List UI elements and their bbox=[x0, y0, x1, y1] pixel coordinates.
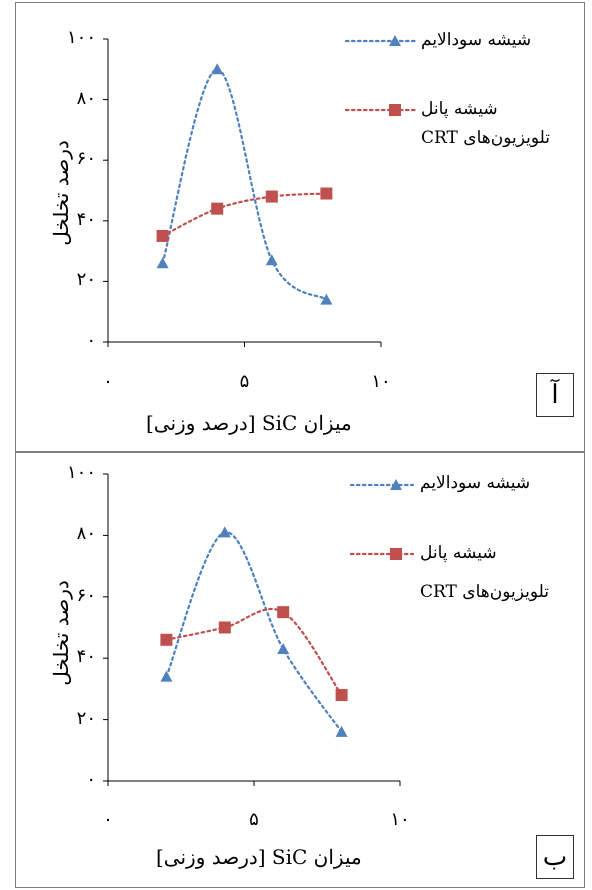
x-axis-label: میزان SiC [درصد وزنی] bbox=[156, 845, 362, 869]
series-line-2 bbox=[165, 607, 343, 697]
y-tick-label: ۰ bbox=[86, 330, 96, 351]
series-line-2 bbox=[161, 192, 328, 238]
data-point-1 bbox=[211, 63, 224, 75]
panel-label: ب bbox=[536, 835, 574, 879]
data-point-2 bbox=[160, 633, 173, 646]
data-point-2 bbox=[265, 190, 278, 203]
y-tick-label: ۱۰۰ bbox=[66, 27, 96, 48]
x-tick-label: ۵ bbox=[239, 371, 250, 392]
legend-marker-1 bbox=[390, 479, 402, 490]
y-tick-label: ۲۰ bbox=[76, 269, 96, 291]
chart-panel-b: ۰ ۲۰ ۴۰ ۶۰ ۸۰ ۱۰۰ ۰ ۵ ۱۰ میزان SiC [درصد وزنی] درص… bbox=[15, 452, 585, 888]
legend-text-1: شیشه سودالایم bbox=[421, 30, 532, 50]
chart-svg bbox=[103, 35, 418, 347]
y-tick-label: ۸۰ bbox=[76, 523, 96, 545]
legend-marker-1 bbox=[389, 35, 401, 46]
data-point-2 bbox=[335, 689, 348, 702]
data-point-1 bbox=[160, 670, 173, 682]
legend-text-3: تلویزیون‌های CRT bbox=[420, 582, 549, 602]
x-tick-label: ۰ bbox=[103, 371, 113, 392]
y-tick-label: ۲۰ bbox=[76, 707, 96, 729]
data-point-2 bbox=[277, 606, 290, 619]
legend-text-1: شیشه سودالایم bbox=[420, 473, 531, 493]
x-tick-label: ۰ bbox=[103, 809, 113, 830]
y-axis-label: درصد تخلخل bbox=[49, 140, 73, 246]
legend-marker-2 bbox=[390, 548, 402, 560]
y-axis-label: درصد تخلخل bbox=[49, 580, 73, 686]
data-point-2 bbox=[320, 187, 333, 200]
data-point-1 bbox=[277, 642, 290, 654]
data-point-1 bbox=[265, 254, 278, 266]
x-axis-label: میزان SiC [درصد وزنی] bbox=[146, 411, 352, 435]
legend-text-3: تلویزیون‌های CRT bbox=[421, 128, 550, 148]
chart-panel-a: ۰ ۲۰ ۴۰ ۶۰ ۸۰ ۱۰۰ ۰ ۵ ۱۰ میزان SiC [درصد وزنی] درص… bbox=[15, 2, 585, 452]
data-point-1 bbox=[156, 257, 169, 269]
legend-marker-2 bbox=[389, 104, 401, 116]
series-line-1 bbox=[161, 68, 328, 301]
y-tick-label: ۰ bbox=[86, 769, 96, 790]
data-point-2 bbox=[218, 621, 231, 634]
x-tick-label: ۱۰ bbox=[371, 371, 391, 392]
y-tick-label: ۴۰ bbox=[76, 208, 96, 230]
x-tick-label: ۱۰ bbox=[390, 809, 410, 830]
y-tick-label: ۱۰۰ bbox=[66, 462, 96, 483]
legend-text-2: شیشه پانل bbox=[421, 99, 498, 119]
legend-text-2: شیشه پانل bbox=[420, 543, 497, 563]
data-point-1 bbox=[320, 293, 333, 305]
y-tick-label: ۶۰ bbox=[76, 148, 96, 170]
y-tick-label: ۴۰ bbox=[76, 646, 96, 668]
data-point-2 bbox=[211, 202, 224, 215]
x-tick-label: ۵ bbox=[249, 809, 259, 830]
panel-label: آ bbox=[536, 373, 574, 417]
data-point-1 bbox=[335, 725, 348, 737]
data-point-2 bbox=[156, 229, 169, 242]
data-point-1 bbox=[218, 526, 231, 538]
y-tick-label: ۶۰ bbox=[76, 584, 96, 606]
chart-svg bbox=[103, 473, 415, 786]
series-line-1 bbox=[165, 531, 343, 733]
y-tick-label: ۸۰ bbox=[76, 87, 96, 109]
